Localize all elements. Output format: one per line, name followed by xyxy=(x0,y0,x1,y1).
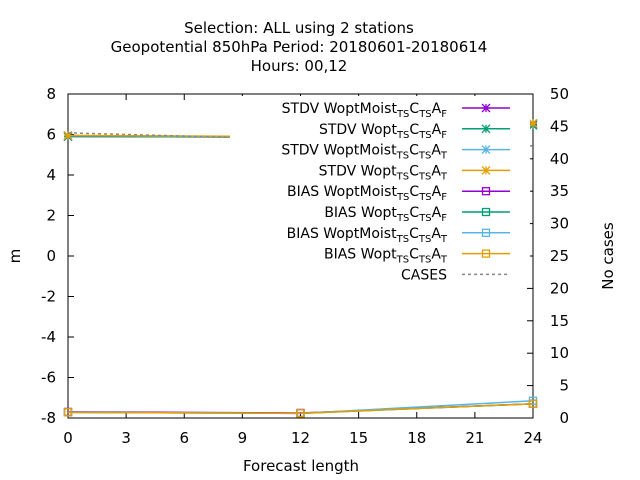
y-tick-label: 2 xyxy=(46,207,56,225)
y-tick-label: 8 xyxy=(46,85,56,103)
series-line xyxy=(67,403,534,415)
axis-ticks: 0 3 6 9 12 15 18 21 24-8-6-4-2024680510152025303… xyxy=(41,85,569,447)
legend-entry-8: BIAS WoptTSCTSAT xyxy=(324,247,510,266)
y-tick-label: -2 xyxy=(41,288,56,306)
marker-stroke xyxy=(481,124,491,134)
legend-entry-3: STDV WoptMoistTSCTSAT xyxy=(281,143,510,162)
y-tick-label: -6 xyxy=(41,369,56,387)
y2-tick-label: 15 xyxy=(550,312,569,330)
y2-tick-label: 35 xyxy=(550,182,569,200)
data-point xyxy=(296,409,305,418)
legend-entry-9: CASES xyxy=(401,267,510,283)
legend-marker xyxy=(481,124,491,134)
x-axis-label: Forecast length xyxy=(243,457,359,475)
x-tick-label: 3 xyxy=(121,429,131,447)
y-tick-label: -4 xyxy=(41,328,56,346)
legend-label: STDV WoptTSCTSAT xyxy=(319,163,448,182)
title-line-1: Selection: ALL using 2 stations xyxy=(184,19,414,37)
data-point xyxy=(528,118,538,128)
legend-marker xyxy=(481,207,491,217)
legend-label: BIAS WoptMoistTSCTSAF xyxy=(287,184,447,203)
x-tick-label: 0 xyxy=(63,429,73,447)
y2-tick-label: 40 xyxy=(550,150,569,168)
y2-tick-label: 45 xyxy=(550,117,569,135)
data-point xyxy=(528,399,538,408)
legend-entry-4: STDV WoptTSCTSAT xyxy=(319,163,510,182)
y2-tick-label: 5 xyxy=(559,377,569,395)
legend-box xyxy=(230,96,530,268)
marker-stroke xyxy=(481,165,491,175)
legend-label: STDV WoptMoistTSCTSAT xyxy=(281,143,448,162)
legend-entry-6: BIAS WoptTSCTSAF xyxy=(324,205,510,224)
marker-stroke xyxy=(481,103,491,113)
x-tick-label: 21 xyxy=(465,429,484,447)
y-tick-label: 4 xyxy=(46,166,56,184)
marker-stroke xyxy=(481,145,491,155)
marker-stroke xyxy=(528,118,538,128)
y-axis-label: m xyxy=(6,249,24,264)
y-tick-label: 6 xyxy=(46,126,56,144)
x-tick-label: 6 xyxy=(179,429,189,447)
legend-marker xyxy=(481,103,491,113)
y2-tick-label: 10 xyxy=(550,344,569,362)
legend-marker xyxy=(481,145,491,155)
data-point xyxy=(63,408,73,417)
legend-label: BIAS WoptTSCTSAT xyxy=(324,247,448,266)
x-tick-label: 12 xyxy=(291,429,310,447)
legend-label: STDV WoptTSCTSAF xyxy=(319,122,447,141)
legend-marker xyxy=(481,187,491,196)
legend-entry-1: STDV WoptMoistTSCTSAF xyxy=(282,101,510,120)
legend-marker xyxy=(481,165,491,175)
title-line-2: Geopotential 850hPa Period: 20180601-201… xyxy=(111,38,488,56)
y-tick-label: -8 xyxy=(41,409,56,427)
x-tick-label: 9 xyxy=(238,429,248,447)
legend-label: CASES xyxy=(401,267,447,283)
x-tick-label: 15 xyxy=(349,429,368,447)
y2-tick-label: 25 xyxy=(550,247,569,265)
legend-label: BIAS WoptMoistTSCTSAT xyxy=(287,226,448,245)
y2-tick-label: 20 xyxy=(550,279,569,297)
y2-tick-label: 0 xyxy=(559,409,569,427)
legend-entry-7: BIAS WoptMoistTSCTSAT xyxy=(287,226,510,245)
legend-marker xyxy=(481,228,491,237)
x-tick-label: 24 xyxy=(523,429,542,447)
x-tick-label: 18 xyxy=(407,429,426,447)
legend-entry-2: STDV WoptTSCTSAF xyxy=(319,122,510,141)
legend-label: BIAS WoptTSCTSAF xyxy=(324,205,447,224)
title-line-3: Hours: 00,12 xyxy=(251,57,348,75)
y2-axis-label: No cases xyxy=(599,222,617,290)
legend-label: STDV WoptMoistTSCTSAF xyxy=(282,101,448,120)
legend-entry-5: BIAS WoptMoistTSCTSAF xyxy=(287,184,510,203)
legend-marker xyxy=(481,249,491,258)
y-tick-label: 0 xyxy=(46,247,56,265)
legend: STDV WoptMoistTSCTSAF STDV WoptTSCTSAF STD… xyxy=(281,101,510,283)
y2-tick-label: 50 xyxy=(550,85,569,103)
chart-title: Selection: ALL using 2 stations Geopoten… xyxy=(111,19,488,75)
y2-tick-label: 30 xyxy=(550,215,569,233)
series-8 xyxy=(63,399,538,418)
